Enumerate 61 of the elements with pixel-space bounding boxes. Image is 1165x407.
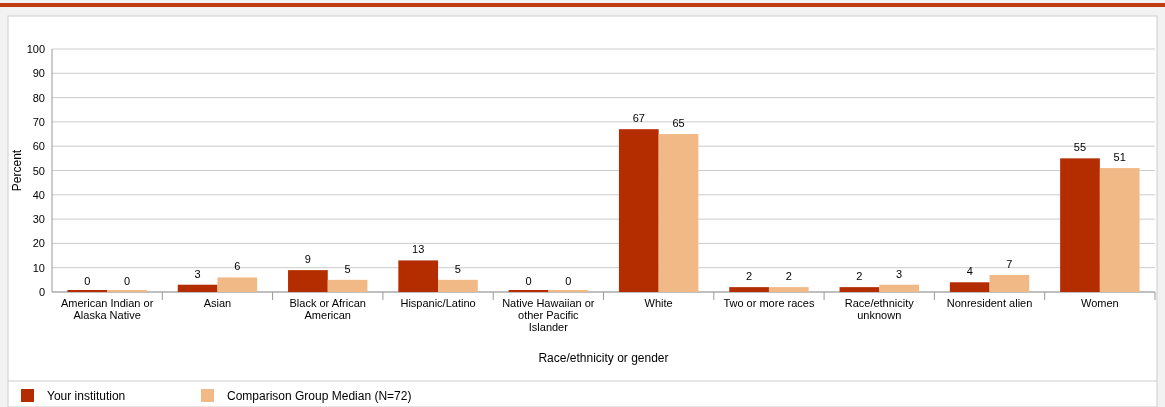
x-tick-label: Black or African American (289, 297, 366, 321)
bar (879, 284, 919, 292)
data-label: 0 (84, 275, 91, 287)
bar (839, 287, 880, 292)
data-label: 0 (565, 275, 572, 287)
x-tick-label: Women (1081, 297, 1119, 309)
y-tick-label: 80 (32, 91, 45, 104)
data-label: 3 (896, 267, 903, 280)
y-tick-label: 30 (32, 213, 45, 226)
bar (949, 282, 990, 292)
bar (729, 287, 769, 292)
data-label: 7 (1006, 257, 1013, 270)
x-tick-label: White (644, 297, 673, 309)
x-tick-label: Hispanic/Latino (400, 297, 476, 309)
data-label: 0 (123, 275, 131, 287)
y-tick-label: 50 (32, 164, 45, 177)
bar (438, 279, 478, 292)
y-tick-label: 60 (32, 140, 45, 153)
bar (327, 279, 368, 292)
x-tick-label: Native Hawaiian or other Pacific Islander (502, 297, 595, 333)
bar (618, 129, 659, 292)
data-label: 55 (1073, 141, 1087, 154)
bar (1060, 158, 1100, 292)
data-label: 2 (856, 270, 863, 283)
bar (768, 287, 809, 292)
y-tick-label: 70 (32, 115, 45, 128)
data-label: 5 (454, 262, 461, 275)
data-label: 65 (672, 117, 685, 130)
bar (398, 260, 439, 292)
data-label: 9 (304, 253, 311, 266)
data-label: 67 (632, 112, 645, 125)
bar (288, 270, 328, 292)
bar (1099, 168, 1140, 292)
legend-label: Your institution (47, 389, 126, 403)
data-label: 3 (194, 267, 201, 280)
x-tick-label: Race/ethnicity unknown (844, 297, 915, 321)
data-label: 2 (746, 270, 753, 283)
bar (658, 134, 699, 292)
y-tick-label: 10 (32, 261, 45, 274)
data-label: 6 (234, 260, 241, 273)
data-label: 13 (412, 243, 425, 256)
x-tick-label: Two or more races (723, 297, 815, 309)
data-label: 51 (1113, 151, 1126, 164)
x-tick-label: American Indian or Alaska Native (60, 297, 154, 321)
data-label: 5 (344, 262, 351, 275)
x-axis-title: Race/ethnicity or gender (538, 351, 669, 365)
y-tick-label: 0 (38, 286, 45, 298)
y-tick-label: 20 (32, 237, 45, 250)
bar (989, 274, 1030, 292)
x-tick-label: Asian (203, 297, 232, 309)
y-tick-label: 100 (26, 43, 45, 55)
y-tick-label: 90 (32, 67, 45, 80)
y-axis-title: Percent (10, 149, 24, 192)
y-tick-label: 40 (32, 188, 45, 201)
legend-label: Comparison Group Median (N=72) (227, 389, 412, 403)
data-label: 2 (785, 270, 792, 283)
bar (177, 284, 218, 292)
data-label: 0 (525, 275, 532, 287)
bar (217, 277, 258, 292)
x-tick-label: Nonresident alien (946, 297, 1033, 309)
data-label: 4 (966, 265, 973, 278)
